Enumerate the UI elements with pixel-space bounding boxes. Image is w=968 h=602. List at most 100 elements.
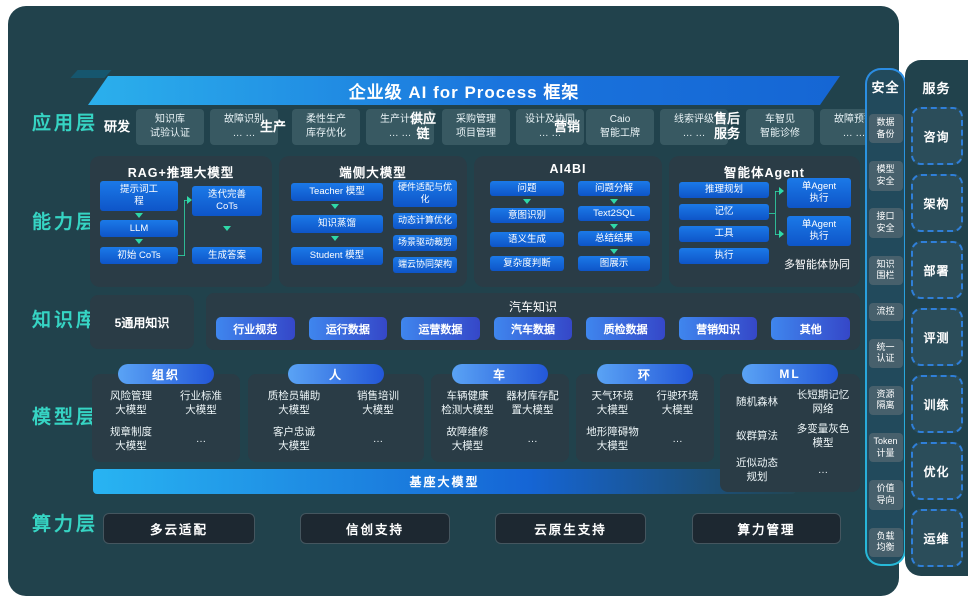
knowledge-pill: 行业规范 bbox=[216, 317, 295, 340]
model-item: 近似动态 规划 bbox=[736, 457, 778, 483]
panel-title: 智能体Agent bbox=[724, 166, 805, 180]
model-item: 车辆健康 检测大模型 bbox=[441, 390, 494, 416]
model-item: 器材库存配 置大模型 bbox=[506, 390, 559, 416]
security-item: 接口 安全 bbox=[868, 208, 903, 238]
connector-line bbox=[775, 191, 781, 192]
model-item: 行驶环境 大模型 bbox=[656, 390, 699, 416]
service-item: 运维 bbox=[910, 509, 963, 567]
model-item: … bbox=[817, 464, 829, 477]
arrow-right-icon bbox=[779, 230, 784, 238]
model-item: 长短期记忆 网络 bbox=[796, 389, 850, 415]
model-item: 规章制度 大模型 bbox=[110, 426, 152, 452]
model-item: 风险管理 大模型 bbox=[110, 390, 152, 416]
ai4bi-intent: 意图识别 bbox=[490, 208, 564, 223]
model-item: 质检员辅助 大模型 bbox=[267, 390, 321, 416]
ai4bi-text2sql: Text2SQL bbox=[578, 206, 650, 221]
compute-button-cloudnative: 云原生支持 bbox=[495, 513, 646, 544]
layer-label-model: 模型层 bbox=[32, 407, 99, 428]
ai4bi-complexity: 复杂度判断 bbox=[490, 256, 564, 271]
agent-single-exec-1: 单Agent 执行 bbox=[787, 178, 851, 208]
edge-cloud-collab: 端云协同架构 bbox=[393, 257, 457, 273]
app-group-label: 供应 链 bbox=[410, 111, 437, 141]
model-group-pill: 人 bbox=[288, 364, 384, 384]
service-header: 服务 bbox=[922, 81, 951, 96]
knowledge-pills: 行业规范 运行数据 运营数据 汽车数据 质检数据 营销知识 其他 bbox=[216, 317, 851, 340]
knowledge-pill: 运行数据 bbox=[308, 317, 388, 340]
agent-memory: 记忆 bbox=[679, 204, 769, 220]
panel-ai4bi: AI4BI 问题 意图识别 语义生成 复杂度判断 问题分解 Text2SQL 总… bbox=[474, 156, 662, 287]
security-item: 知识 围栏 bbox=[868, 255, 903, 286]
model-item: … bbox=[195, 433, 207, 446]
app-group-after-sales: 售后 服务 车智见 智能诊修 故障预警 … … bbox=[714, 107, 889, 147]
panel-title: 端侧大模型 bbox=[339, 166, 407, 180]
app-group-label: 营销 bbox=[554, 118, 581, 134]
layer-label-capability: 能力层 bbox=[32, 212, 99, 233]
model-item: … bbox=[372, 433, 384, 446]
arrow-down-icon bbox=[331, 204, 339, 209]
model-item: … bbox=[527, 433, 538, 446]
knowledge-pill: 质检数据 bbox=[586, 317, 665, 340]
model-group-ml: ML 随机森林 长短期记忆 网络 蚁群算法 多变量灰色 模型 近似动态 规划 … bbox=[720, 364, 860, 492]
knowledge-pill: 运营数据 bbox=[401, 317, 480, 340]
ai4bi-question: 问题 bbox=[490, 181, 564, 196]
panel-title: RAG+推理大模型 bbox=[127, 166, 235, 180]
app-box: 知识库 试验认证 bbox=[136, 109, 205, 145]
arrow-right-icon bbox=[779, 187, 784, 195]
auto-knowledge-panel: 汽车知识 行业规范 运行数据 运营数据 汽车数据 质检数据 营销知识 其他 bbox=[206, 293, 860, 350]
app-box: Caio 智能工牌 bbox=[586, 109, 655, 145]
connector-line bbox=[184, 200, 185, 256]
security-item: 流控 bbox=[868, 302, 903, 321]
rag-step-answer: 生成答案 bbox=[192, 247, 262, 264]
agent-tools: 工具 bbox=[679, 226, 769, 242]
rag-step-llm: LLM bbox=[100, 220, 178, 237]
service-item: 咨询 bbox=[910, 107, 963, 165]
app-box: 生产计划 … … bbox=[366, 109, 435, 145]
security-item: 资源 隔离 bbox=[868, 385, 903, 416]
knowledge-pill: 汽车数据 bbox=[493, 317, 573, 340]
app-group-label: 售后 服务 bbox=[714, 111, 741, 141]
ai4bi-summary: 总结结果 bbox=[578, 231, 650, 246]
app-box: 采购管理 项目管理 bbox=[442, 109, 511, 145]
auto-knowledge-title: 汽车知识 bbox=[508, 300, 557, 314]
compute-button-management: 算力管理 bbox=[692, 513, 841, 544]
model-group-pill: 环 bbox=[597, 364, 693, 384]
service-item: 架构 bbox=[910, 174, 963, 232]
rag-step-initial-cots: 初始 CoTs bbox=[100, 247, 178, 264]
model-group-pill: ML bbox=[742, 364, 838, 384]
model-item: 地形障碍物 大模型 bbox=[586, 426, 639, 452]
agent-planning: 推理规划 bbox=[679, 182, 769, 198]
agent-execute: 执行 bbox=[679, 248, 769, 264]
layer-label-knowledge: 知识库 bbox=[32, 310, 99, 331]
app-box: 故障识别 … … bbox=[210, 109, 279, 145]
knowledge-pill: 其他 bbox=[771, 317, 851, 340]
app-group-production: 生产 柔性生产 库存优化 生产计划 … … bbox=[260, 107, 435, 147]
model-item: 销售培训 大模型 bbox=[357, 390, 399, 416]
service-item: 训练 bbox=[910, 375, 963, 433]
app-group-label: 生产 bbox=[260, 118, 287, 134]
security-item: 价值 导向 bbox=[868, 480, 903, 510]
layer-label-application: 应用层 bbox=[32, 113, 99, 134]
app-group-marketing: 营销 Caio 智能工牌 线索评级 … … bbox=[554, 107, 729, 147]
service-item: 优化 bbox=[910, 442, 963, 500]
app-group-label: 研发 bbox=[104, 118, 131, 134]
security-header: 安全 bbox=[871, 80, 900, 95]
connector-line bbox=[775, 191, 776, 235]
arrow-right-icon bbox=[187, 196, 192, 204]
edge-teacher-model: Teacher 模型 bbox=[291, 183, 383, 201]
security-item: 负载 均衡 bbox=[868, 527, 903, 557]
security-item: 模型 安全 bbox=[868, 161, 903, 191]
arrow-down-icon bbox=[135, 239, 143, 244]
connector-line bbox=[178, 255, 185, 256]
compute-button-multicloud: 多云适配 bbox=[103, 513, 255, 544]
connector-line bbox=[769, 213, 775, 214]
agent-single-exec-2: 单Agent 执行 bbox=[787, 216, 851, 246]
model-group-vehicle: 车 车辆健康 检测大模型 器材库存配 置大模型 故障维修 大模型 … bbox=[431, 364, 569, 462]
model-group-people: 人 质检员辅助 大模型 销售培训 大模型 客户忠诚 大模型 … bbox=[248, 364, 424, 462]
model-group-organization: 组织 风险管理 大模型 行业标准 大模型 规章制度 大模型 … bbox=[92, 364, 240, 462]
security-item: 统一 认证 bbox=[868, 338, 903, 368]
knowledge-pill: 营销知识 bbox=[678, 317, 758, 340]
app-box: 线索评级 … … bbox=[660, 109, 729, 145]
model-item: 蚁群算法 bbox=[736, 430, 778, 443]
arrow-down-icon bbox=[610, 249, 618, 254]
